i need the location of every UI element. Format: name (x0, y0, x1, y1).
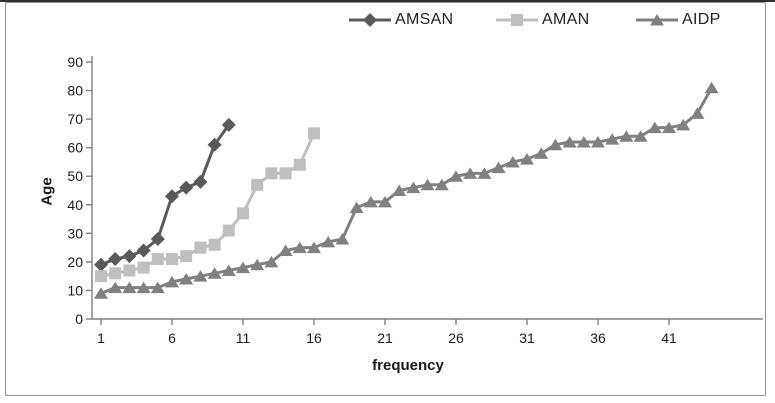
x-axis-title: frequency (372, 357, 444, 374)
svg-text:70: 70 (67, 111, 83, 127)
svg-text:10: 10 (67, 282, 83, 298)
legend: AMSAN AMAN AIDP (0, 9, 775, 31)
legend-item-amsan: AMSAN (348, 9, 453, 31)
svg-text:40: 40 (67, 197, 83, 213)
svg-text:11: 11 (236, 330, 251, 346)
svg-text:1: 1 (97, 330, 105, 346)
svg-text:31: 31 (519, 330, 535, 346)
window-top-edge (0, 0, 775, 2)
svg-text:60: 60 (67, 140, 83, 156)
svg-text:6: 6 (168, 330, 176, 346)
svg-text:26: 26 (448, 330, 464, 346)
legend-label-aman: AMAN (542, 11, 590, 28)
svg-text:41: 41 (661, 330, 677, 346)
legend-label-amsan: AMSAN (395, 11, 454, 28)
svg-text:16: 16 (306, 330, 322, 346)
legend-item-aman: AMAN (495, 9, 589, 31)
legend-marker-aidp-triangle-icon (636, 14, 678, 26)
svg-text:50: 50 (67, 168, 83, 184)
legend-marker-amsan-diamond-icon (349, 13, 391, 27)
legend-item-aidp: AIDP (635, 9, 721, 31)
legend-label-aidp: AIDP (682, 11, 721, 28)
y-axis-title: Age (38, 177, 56, 206)
svg-text:80: 80 (67, 83, 83, 99)
svg-text:30: 30 (67, 225, 83, 241)
svg-text:20: 20 (67, 254, 83, 270)
svg-text:21: 21 (377, 330, 393, 346)
svg-text:90: 90 (67, 54, 83, 70)
svg-text:36: 36 (590, 330, 606, 346)
svg-text:0: 0 (75, 311, 83, 327)
legend-marker-aman-square-icon (496, 14, 538, 26)
